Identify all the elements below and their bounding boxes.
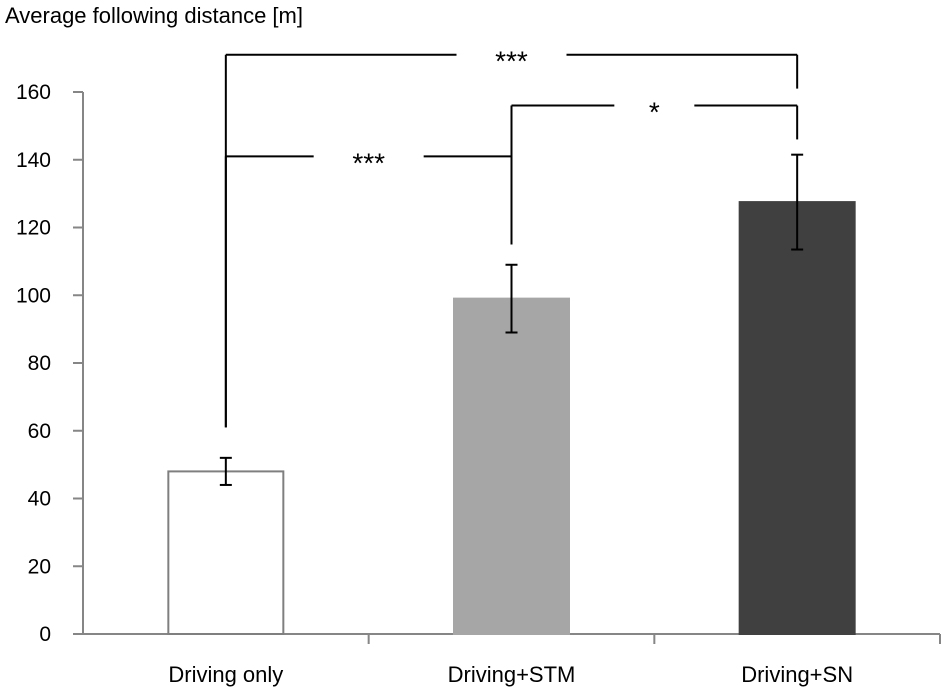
x-category-label: Driving+STM <box>448 662 576 687</box>
y-tick-label: 60 <box>28 420 51 443</box>
bars <box>167 201 856 635</box>
bar-1 <box>453 297 570 635</box>
x-category-label: Driving+SN <box>741 662 853 687</box>
significance-label: *** <box>495 46 528 77</box>
x-category-label: Driving only <box>168 662 283 687</box>
y-tick-label: 80 <box>28 352 51 375</box>
y-tick-label: 20 <box>28 555 51 578</box>
y-tick-label: 120 <box>16 217 51 240</box>
tick-labels: 0 20 40 60 80 100 120 140 160 Driving only Driving… <box>16 81 853 687</box>
bar-0 <box>167 470 285 635</box>
y-tick-label: 0 <box>39 623 51 646</box>
y-tick-label: 100 <box>16 284 51 307</box>
significance-label: * <box>649 97 660 128</box>
bar-2 <box>738 201 856 635</box>
significance-label: *** <box>352 147 385 178</box>
y-tick-label: 140 <box>16 149 51 172</box>
y-axis-title: Average following distance [m] <box>5 3 303 28</box>
significance-brackets: ******* <box>224 46 799 428</box>
y-tick-label: 40 <box>28 488 51 511</box>
y-tick-label: 160 <box>16 81 51 104</box>
error-bars <box>219 153 804 486</box>
